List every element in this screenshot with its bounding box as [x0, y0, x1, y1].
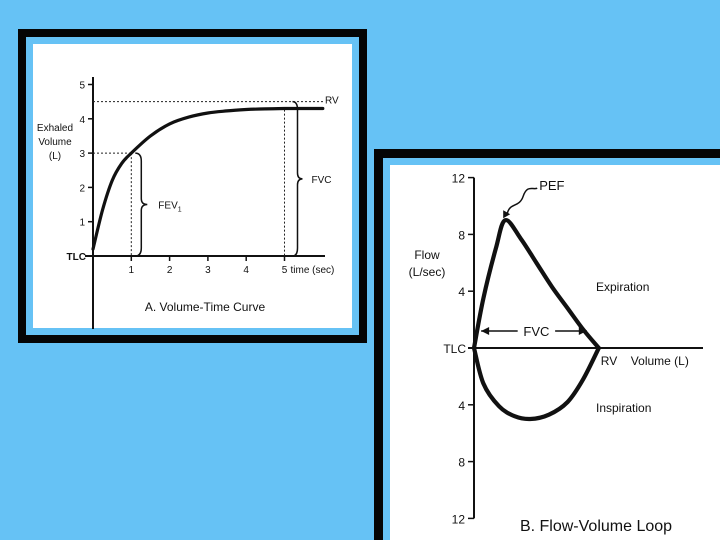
x-tick-label: 3 — [205, 265, 211, 276]
y-tick-label: 1 — [79, 218, 85, 229]
fvc-label: FVC — [523, 324, 549, 339]
expiration-curve — [471, 218, 601, 351]
pef-label: PEF — [539, 178, 564, 193]
chart-title: A. Volume-Time Curve — [145, 300, 266, 314]
pef-arrowhead — [503, 210, 511, 219]
rv-label: RV — [325, 96, 339, 107]
flow-volume-chart-area: 12 8 4 4 8 12 TLC Flow (L/sec) PEF FVC RV Volume (L)… — [390, 165, 720, 540]
y-tick-label: 3 — [79, 149, 85, 160]
chart-title: B. Flow-Volume Loop — [520, 518, 672, 535]
fvc-brace — [292, 100, 303, 257]
inspiration-label: Inspiration — [596, 401, 651, 415]
fvc-arrowhead-right — [578, 326, 587, 335]
flow-volume-chart: 12 8 4 4 8 12 TLC Flow (L/sec) PEF FVC RV Volume (L)… — [409, 172, 703, 535]
flow-volume-panel: 12 8 4 4 8 12 TLC Flow (L/sec) PEF FVC RV Volume (L)… — [374, 149, 720, 540]
y-tick-label: 12 — [452, 172, 466, 186]
fev1-label: FEV1 — [158, 201, 181, 214]
y-tick-label: 5 — [79, 81, 85, 92]
x-tick-label: 5 — [282, 265, 288, 276]
y-tick-label: 4 — [79, 115, 85, 126]
y-origin-label: TLC — [67, 252, 86, 263]
volume-time-curve — [91, 106, 325, 251]
y-axis-label-line: Exhaled — [37, 123, 73, 134]
x-tick-label: 2 — [167, 265, 173, 276]
y-axis-label-line: (L) — [49, 151, 61, 162]
rv-label: RV — [601, 354, 617, 368]
y-tick-label: 12 — [452, 512, 466, 526]
fev1-brace — [135, 152, 148, 257]
y-tick-label: 4 — [458, 399, 465, 413]
x-tick-label: 1 — [129, 265, 135, 276]
inspiration-curve — [471, 345, 601, 422]
x-axis-label: Volume (L) — [631, 354, 689, 368]
y-axis-label-line: Flow — [414, 248, 440, 262]
y-axis-label-line: (L/sec) — [409, 265, 446, 279]
origin-label: TLC — [443, 342, 466, 356]
pef-pointer — [506, 187, 538, 215]
y-axis-label-line: Volume — [38, 137, 72, 148]
y-tick-label: 8 — [458, 456, 465, 470]
y-tick-label: 4 — [458, 285, 465, 299]
y-tick-label: 8 — [458, 228, 465, 242]
volume-time-panel: 1 2 3 4 5 TLC 1 2 3 4 5 time (sec) Exhaled Volume (L) F… — [18, 29, 367, 343]
volume-time-chart-area: 1 2 3 4 5 TLC 1 2 3 4 5 time (sec) Exhaled Volume (L) F… — [33, 44, 352, 329]
fvc-label: FVC — [312, 175, 332, 186]
fvc-arrowhead-left — [481, 326, 490, 335]
y-tick-label: 2 — [79, 183, 85, 194]
x-axis-label: time (sec) — [291, 265, 335, 276]
expiration-label: Expiration — [596, 280, 649, 294]
x-tick-label: 4 — [243, 265, 249, 276]
